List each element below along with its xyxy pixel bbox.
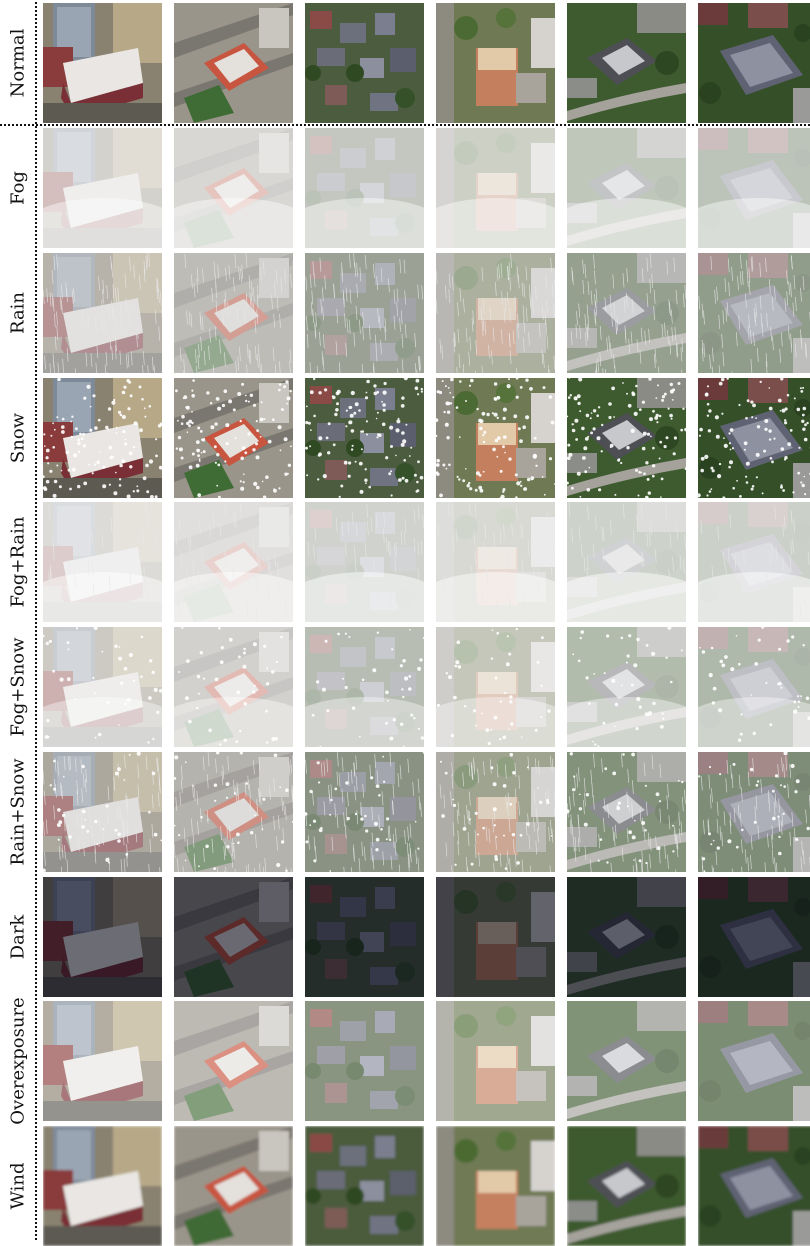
aerial-image-tile xyxy=(567,627,686,747)
row-fog-rain: Fog+Rain xyxy=(0,502,810,622)
aerial-image-tile xyxy=(305,128,424,248)
aerial-image-tile xyxy=(436,752,555,872)
aerial-image-tile xyxy=(174,3,293,123)
aerial-image-tile xyxy=(567,128,686,248)
aerial-image-tile xyxy=(567,3,686,123)
aerial-image-tile xyxy=(698,1001,810,1121)
row-label: Rain+Snow xyxy=(0,752,36,872)
aerial-image-tile xyxy=(436,128,555,248)
row-normal: Normal xyxy=(0,3,810,123)
aerial-image-tile xyxy=(698,378,810,498)
aerial-image-tile xyxy=(305,253,424,373)
aerial-image-tile xyxy=(567,1001,686,1121)
aerial-image-tile xyxy=(436,3,555,123)
aerial-image-tile xyxy=(698,1126,810,1246)
aerial-image-tile xyxy=(305,752,424,872)
aerial-image-tile xyxy=(305,378,424,498)
aerial-image-tile xyxy=(174,128,293,248)
row-snow: Snow xyxy=(0,378,810,498)
row-label: Snow xyxy=(0,378,36,498)
row-label-text: Wind xyxy=(8,1162,29,1209)
row-label: Fog xyxy=(0,128,36,248)
row-label: Overexposure xyxy=(0,1001,36,1121)
row-label-text: Normal xyxy=(8,29,29,98)
row-label-text: Fog xyxy=(8,171,29,205)
row-label: Normal xyxy=(0,3,36,123)
row-label: Dark xyxy=(0,877,36,997)
aerial-image-tile xyxy=(43,502,162,622)
aerial-image-tile xyxy=(174,877,293,997)
row-label-text: Fog+Snow xyxy=(8,637,29,736)
aerial-image-tile xyxy=(436,877,555,997)
aerial-image-tile xyxy=(174,752,293,872)
aerial-image-tile xyxy=(436,502,555,622)
aerial-image-tile xyxy=(174,378,293,498)
row-rain: Rain xyxy=(0,253,810,373)
row-label-text: Overexposure xyxy=(8,997,29,1124)
row-label-text: Fog+Rain xyxy=(8,517,29,608)
row-fog-snow: Fog+Snow xyxy=(0,627,810,747)
horizontal-dotted-divider xyxy=(0,124,810,126)
aerial-image-tile xyxy=(43,627,162,747)
aerial-image-tile xyxy=(305,1001,424,1121)
aerial-image-tile xyxy=(698,627,810,747)
aerial-image-tile xyxy=(567,253,686,373)
aerial-image-tile xyxy=(43,752,162,872)
row-rain-snow: Rain+Snow xyxy=(0,752,810,872)
aerial-image-tile xyxy=(698,253,810,373)
row-wind: Wind xyxy=(0,1126,810,1246)
row-dark: Dark xyxy=(0,877,810,997)
aerial-image-tile xyxy=(174,627,293,747)
aerial-image-tile xyxy=(305,3,424,123)
aerial-image-tile xyxy=(698,3,810,123)
aerial-image-tile xyxy=(43,3,162,123)
aerial-image-tile xyxy=(174,1001,293,1121)
aerial-image-tile xyxy=(436,627,555,747)
aerial-image-tile xyxy=(698,877,810,997)
row-label: Fog+Snow xyxy=(0,627,36,747)
row-overexposure: Overexposure xyxy=(0,1001,810,1121)
aerial-image-tile xyxy=(698,752,810,872)
aerial-image-tile xyxy=(43,1126,162,1246)
aerial-image-tile xyxy=(43,253,162,373)
row-label-text: Rain xyxy=(8,292,29,334)
aerial-image-tile xyxy=(698,502,810,622)
aerial-image-tile xyxy=(567,1126,686,1246)
aerial-image-tile xyxy=(43,877,162,997)
aerial-image-tile xyxy=(43,1001,162,1121)
aerial-image-tile xyxy=(174,1126,293,1246)
aerial-image-tile xyxy=(43,378,162,498)
aerial-image-tile xyxy=(436,378,555,498)
aerial-image-tile xyxy=(305,1126,424,1246)
row-label-text: Rain+Snow xyxy=(8,758,29,865)
aerial-image-tile xyxy=(305,877,424,997)
aerial-image-tile xyxy=(436,1001,555,1121)
aerial-image-tile xyxy=(698,128,810,248)
aerial-image-tile xyxy=(174,253,293,373)
row-label: Wind xyxy=(0,1126,36,1246)
aerial-image-tile xyxy=(174,502,293,622)
row-label-text: Snow xyxy=(8,413,29,463)
aerial-image-tile xyxy=(567,378,686,498)
aerial-image-tile xyxy=(567,877,686,997)
row-label-text: Dark xyxy=(8,915,29,960)
aerial-image-tile xyxy=(305,627,424,747)
row-label: Rain xyxy=(0,253,36,373)
aerial-image-tile xyxy=(436,1126,555,1246)
aerial-image-tile xyxy=(567,502,686,622)
aerial-image-tile xyxy=(43,128,162,248)
aerial-image-tile xyxy=(567,752,686,872)
row-fog: Fog xyxy=(0,128,810,248)
row-label: Fog+Rain xyxy=(0,502,36,622)
aerial-image-tile xyxy=(305,502,424,622)
aerial-image-tile xyxy=(436,253,555,373)
